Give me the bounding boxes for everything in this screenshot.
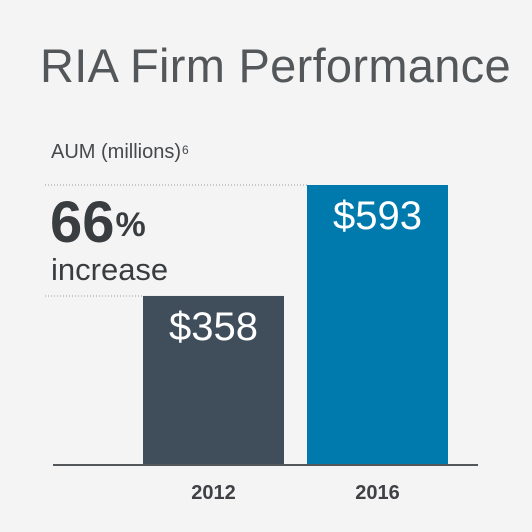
- bar-2016: [307, 185, 448, 465]
- x-tick-label-2012: 2012: [191, 482, 236, 504]
- percent-sign: %: [115, 206, 146, 244]
- increase-percentage: 66%: [50, 190, 146, 256]
- footnote-marker: 6: [182, 143, 189, 157]
- x-tick-labels: 2012 2016: [191, 482, 400, 504]
- bar-value-label-2012: $358: [169, 305, 258, 349]
- y-axis-label-text: AUM (millions): [51, 141, 181, 163]
- y-axis-label: AUM (millions)6: [51, 140, 189, 164]
- bar-value-label-2016: $593: [333, 194, 422, 238]
- increase-value: 66: [50, 190, 115, 255]
- bars: $358 $593: [143, 185, 448, 465]
- bar-2012: [143, 295, 284, 465]
- x-tick-label-2016: 2016: [355, 482, 400, 504]
- increase-label: increase: [51, 252, 169, 287]
- guide-lines: [45, 184, 307, 297]
- chart-title: RIA Firm Performance: [40, 39, 511, 92]
